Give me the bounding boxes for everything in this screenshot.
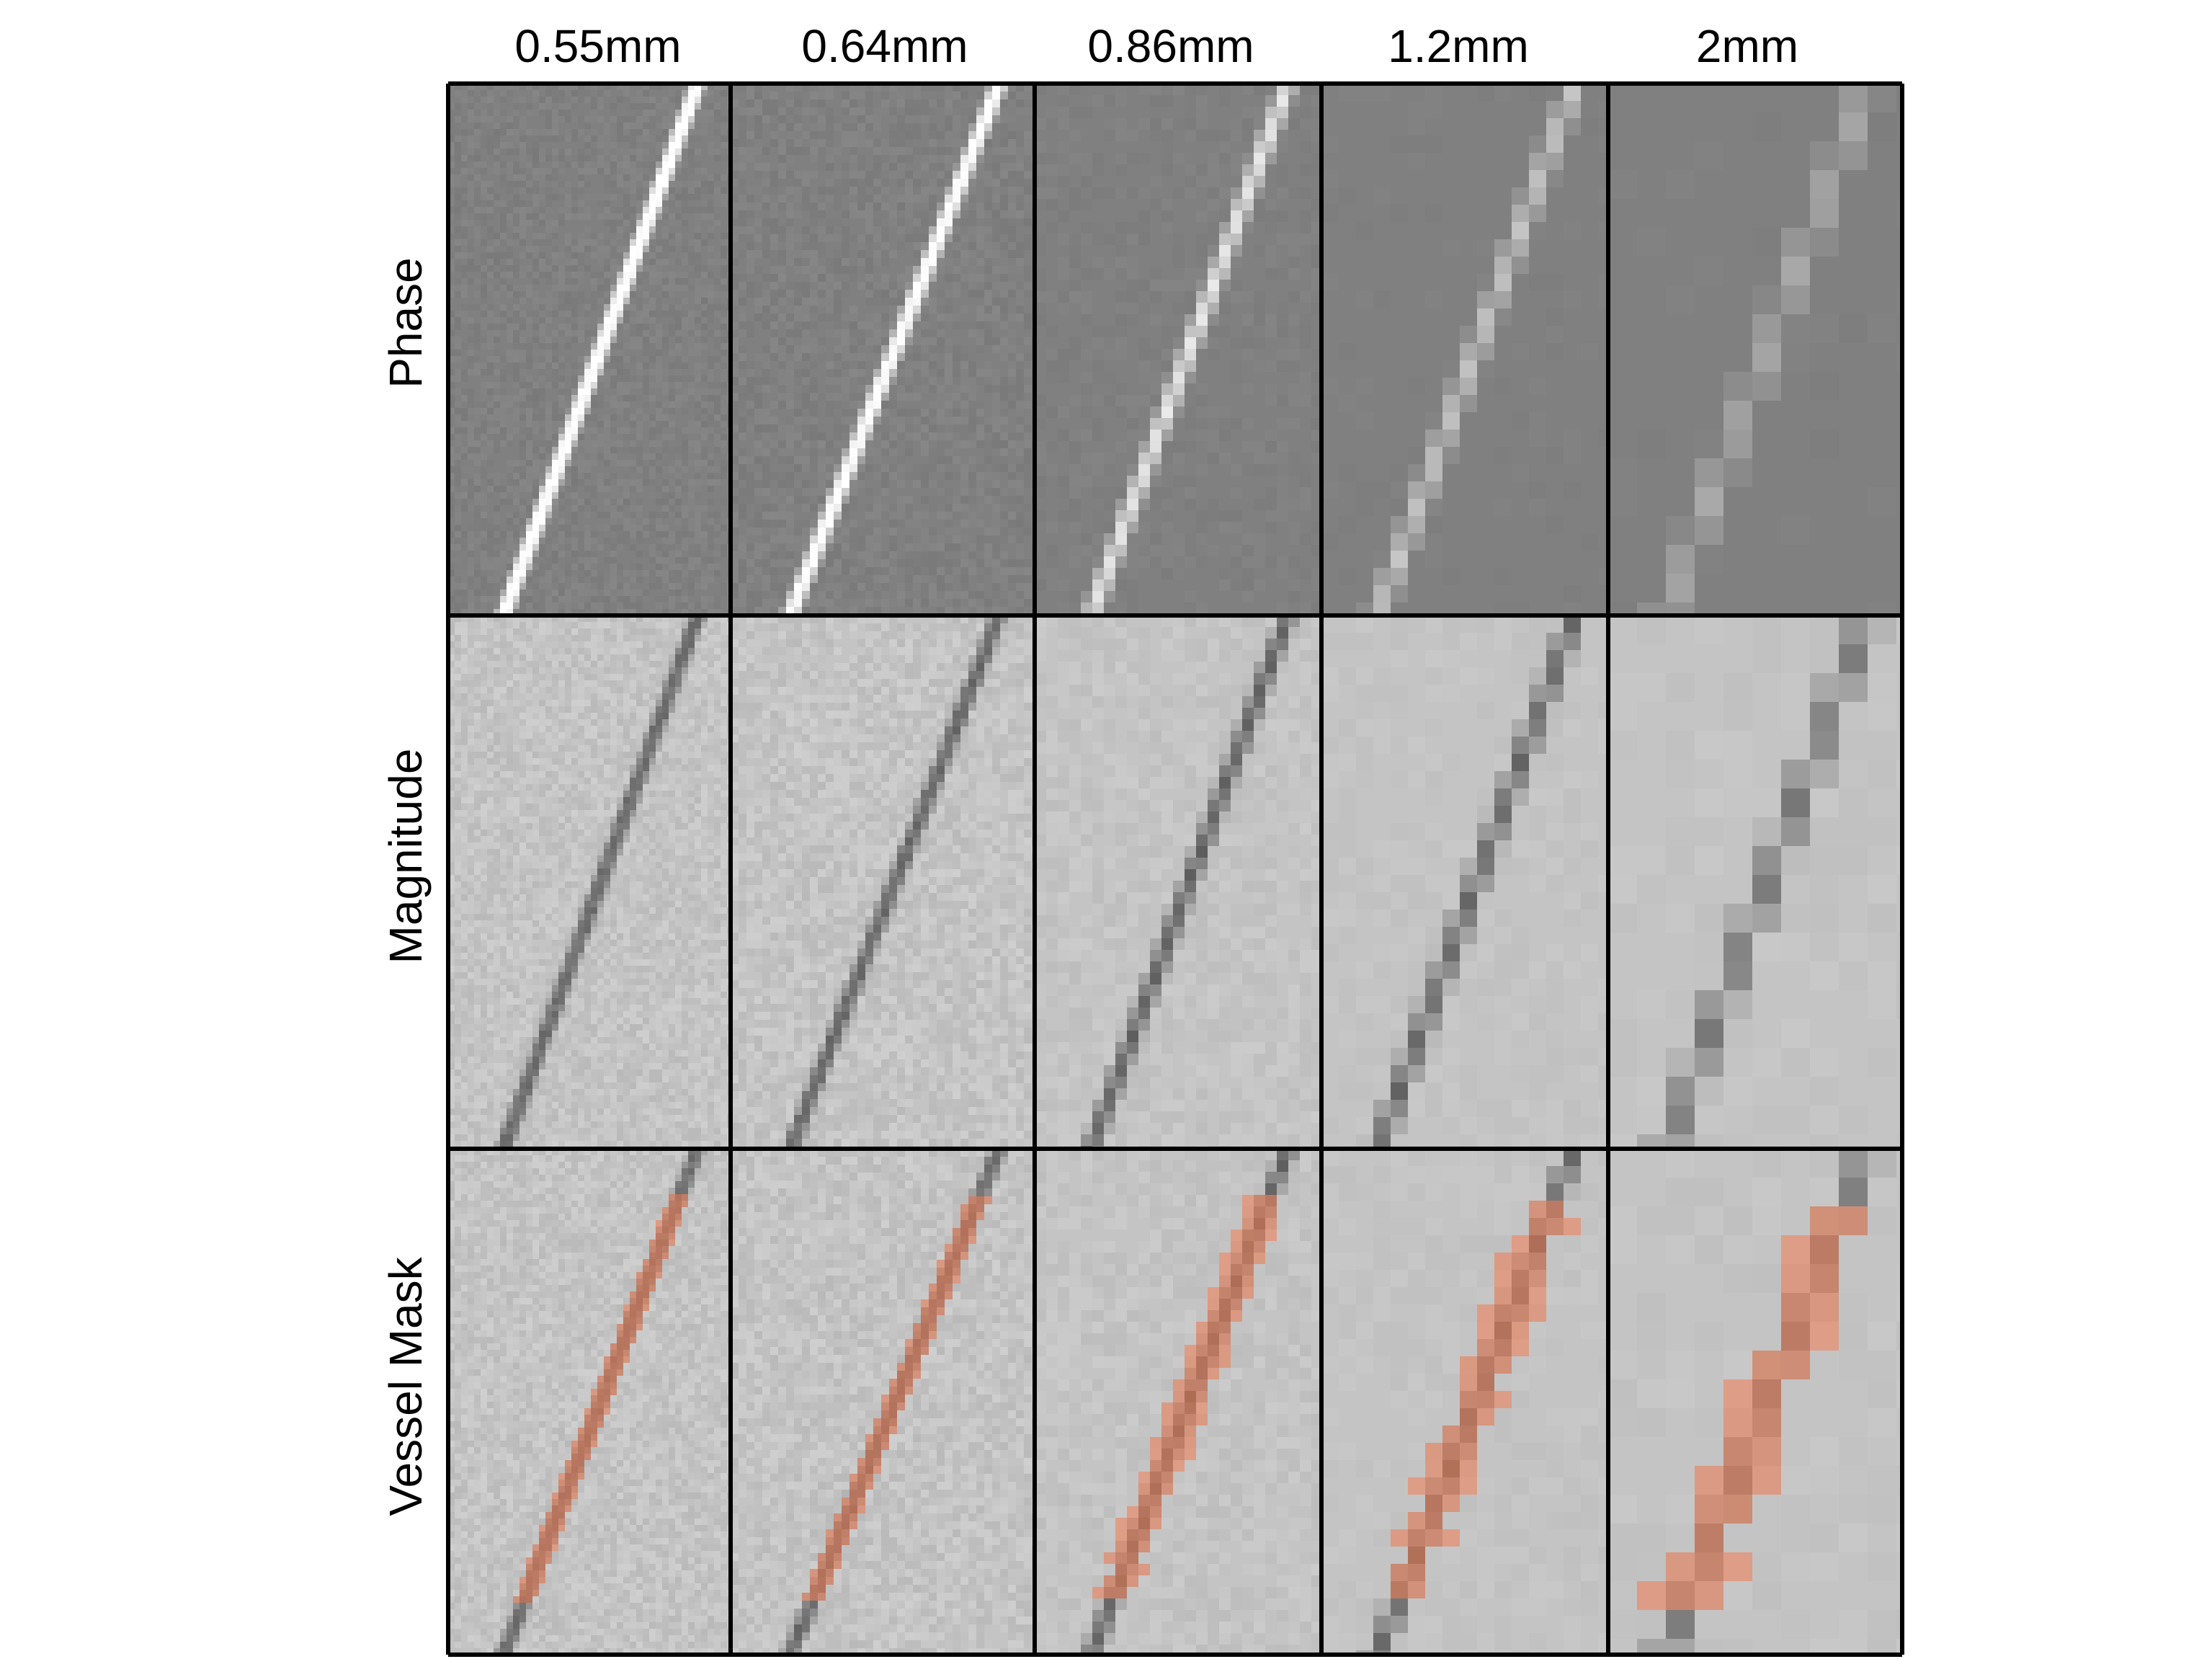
panel-phase-0.86mm [1035, 84, 1321, 615]
panel-phase-1.2mm [1321, 84, 1608, 615]
panel-magnitude-2mm [1608, 615, 1902, 1149]
row-label-phase: Phase [380, 257, 432, 388]
panel-mask-0.55mm [448, 1149, 731, 1655]
panel-magnitude-1.2mm [1321, 615, 1608, 1149]
column-label-2: 0.86mm [1087, 20, 1254, 72]
column-label-0: 0.55mm [514, 20, 681, 72]
image-panels [448, 84, 1902, 1655]
column-labels: 0.55mm 0.64mm 0.86mm 1.2mm 2mm [514, 20, 1798, 72]
row-labels: Phase Magnitude Vessel Mask [380, 257, 432, 1516]
panel-mask-0.86mm [1035, 1149, 1321, 1655]
grid-borders [446, 81, 1904, 1657]
column-label-1: 0.64mm [801, 20, 968, 72]
panel-phase-0.55mm [448, 84, 731, 615]
panel-mask-2mm [1608, 1149, 1902, 1655]
panel-mask-1.2mm [1321, 1149, 1608, 1655]
panel-phase-0.64mm [731, 84, 1035, 615]
column-label-4: 2mm [1696, 20, 1798, 72]
panel-phase-2mm [1608, 84, 1902, 615]
row-label-magnitude: Magnitude [380, 749, 432, 964]
row-label-mask: Vessel Mask [380, 1256, 432, 1516]
panel-magnitude-0.64mm [731, 615, 1035, 1149]
panel-magnitude-0.86mm [1035, 615, 1321, 1149]
panel-mask-0.64mm [731, 1149, 1035, 1655]
panel-magnitude-0.55mm [448, 615, 731, 1149]
column-label-3: 1.2mm [1388, 20, 1529, 72]
